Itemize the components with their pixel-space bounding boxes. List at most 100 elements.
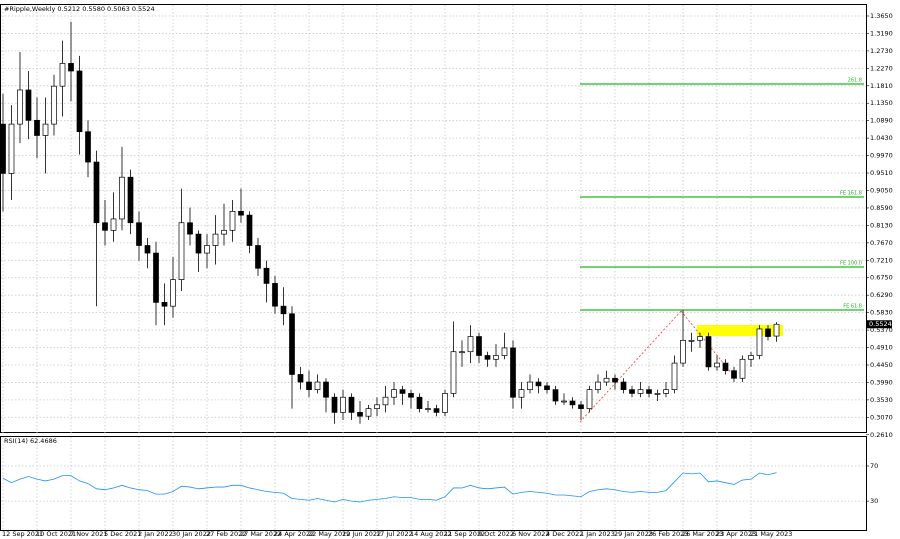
candle-body bbox=[255, 245, 261, 269]
y-tick-label: 0.7670 bbox=[870, 239, 893, 247]
candle-body bbox=[195, 233, 202, 254]
y-tick-label: 0.5370 bbox=[870, 326, 893, 334]
y-tick-label: 70 bbox=[870, 462, 878, 470]
candle-body bbox=[722, 362, 729, 372]
x-tick-label: 9 Oct 2022 bbox=[478, 530, 514, 538]
candle-body bbox=[671, 362, 678, 390]
candle-body bbox=[178, 222, 185, 280]
x-tick-label: 6 Nov 2022 bbox=[512, 530, 550, 538]
candle-body bbox=[340, 396, 346, 413]
candle-body bbox=[8, 123, 15, 174]
x-tick-label: 29 Jan 2023 bbox=[614, 530, 653, 538]
candle-body bbox=[306, 381, 312, 390]
candle-body bbox=[391, 389, 397, 398]
candle-body bbox=[595, 381, 601, 390]
candle-body bbox=[408, 393, 414, 398]
last-price-box bbox=[866, 320, 892, 329]
candle-body bbox=[748, 355, 754, 360]
candle-body bbox=[731, 370, 737, 379]
x-tick-label: 22 May 2022 bbox=[308, 530, 350, 538]
candle-body bbox=[85, 131, 91, 163]
candle-body bbox=[212, 233, 219, 246]
candle-body bbox=[187, 222, 193, 235]
candle-body bbox=[629, 389, 635, 394]
candle-body bbox=[51, 85, 57, 125]
candle-body bbox=[578, 404, 584, 409]
candle-body bbox=[773, 323, 780, 337]
candle-body bbox=[238, 211, 244, 216]
fibo-label: FE 161.8 bbox=[840, 190, 862, 196]
candle-body bbox=[280, 305, 287, 315]
y-tick-label: 1.0430 bbox=[870, 134, 893, 142]
highlight-zone bbox=[697, 325, 783, 336]
chart-title: #Ripple,Weekly 0.5212 0.5580 0.5063 0.55… bbox=[4, 5, 155, 13]
x-tick-label: 2 Jan 2022 bbox=[138, 530, 173, 538]
x-tick-label: 21 May 2023 bbox=[750, 530, 792, 538]
candle-body bbox=[620, 381, 627, 390]
candle-body bbox=[510, 347, 516, 398]
y-tick-label: 1.1350 bbox=[870, 99, 893, 107]
candle-body bbox=[272, 283, 278, 307]
candle-body bbox=[765, 328, 771, 337]
y-tick-label: 0.8130 bbox=[870, 221, 893, 229]
y-tick-label: 0.6290 bbox=[870, 291, 893, 299]
candle-body bbox=[561, 400, 567, 403]
x-tick-label: 26 Mar 2023 bbox=[682, 530, 723, 538]
y-tick-label: 0.3530 bbox=[870, 396, 893, 404]
x-tick-label: 30 Jan 2022 bbox=[172, 530, 211, 538]
y-tick-label: 30 bbox=[870, 497, 878, 505]
candle-body bbox=[637, 389, 644, 394]
fibo-label: 261.8 bbox=[848, 78, 862, 84]
candle-body bbox=[289, 313, 295, 375]
y-tick-label: 0.9050 bbox=[870, 186, 893, 194]
candle-body bbox=[654, 393, 661, 395]
y-tick-label: 1.3190 bbox=[870, 29, 893, 37]
candle-body bbox=[204, 245, 210, 254]
rsi-panel bbox=[0, 436, 867, 531]
candle-body bbox=[170, 279, 176, 307]
x-tick-label: 26 Feb 2023 bbox=[648, 530, 688, 538]
rsi-line bbox=[2, 472, 777, 503]
candle-body bbox=[688, 339, 695, 342]
candle-body bbox=[127, 176, 134, 224]
candle-body bbox=[476, 336, 482, 356]
candle-body bbox=[493, 355, 499, 360]
candle-body bbox=[34, 119, 40, 136]
y-tick-label: 0.7210 bbox=[870, 256, 893, 264]
candle-body bbox=[153, 252, 159, 303]
candle-body bbox=[442, 393, 448, 413]
candle-body bbox=[467, 336, 474, 353]
candle-body bbox=[603, 377, 610, 383]
y-tick-label: 0.9510 bbox=[870, 169, 893, 177]
candle-body bbox=[544, 385, 550, 390]
candle-body bbox=[416, 396, 423, 409]
x-tick-label: 11 Sep 2022 bbox=[444, 530, 485, 538]
candle-body bbox=[42, 123, 49, 136]
y-tick-label: 1.1810 bbox=[870, 82, 893, 90]
candle-body bbox=[501, 347, 508, 356]
candle-body bbox=[680, 339, 686, 364]
y-tick-label: 0.6750 bbox=[870, 274, 893, 282]
y-tick-label: 1.3650 bbox=[870, 12, 893, 20]
candle-body bbox=[374, 404, 380, 409]
candle-body bbox=[161, 302, 168, 307]
candle-body bbox=[697, 336, 703, 341]
candle-body bbox=[739, 358, 746, 379]
x-tick-label: 14 Aug 2022 bbox=[410, 530, 452, 538]
candle-body bbox=[221, 229, 227, 235]
candle-body bbox=[518, 389, 525, 398]
candle-body bbox=[586, 389, 593, 409]
trend-line bbox=[579, 310, 682, 423]
candle-body bbox=[229, 211, 236, 231]
y-tick-label: 0.2610 bbox=[870, 431, 893, 439]
candle-body bbox=[527, 381, 533, 390]
x-tick-label: 27 Mar 2022 bbox=[240, 530, 281, 538]
candle-body bbox=[382, 396, 389, 406]
y-tick-label: 0.9970 bbox=[870, 152, 893, 160]
last-price-label: 0.5524 bbox=[869, 320, 892, 328]
y-tick-label: 1.0890 bbox=[870, 117, 893, 125]
candle-body bbox=[484, 355, 491, 360]
fibo-label: FE 61.8 bbox=[843, 303, 862, 309]
candle-body bbox=[756, 328, 763, 356]
candle-body bbox=[136, 222, 142, 246]
